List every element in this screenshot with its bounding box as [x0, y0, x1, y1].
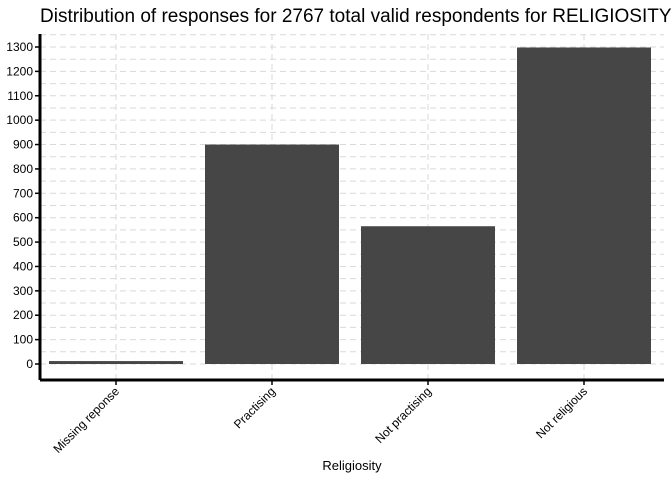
- y-tick-label: 900: [13, 138, 33, 152]
- y-tick-label: 1100: [7, 89, 33, 103]
- x-tick-label: Not religious: [533, 384, 590, 441]
- x-axis-title: Religiosity: [322, 458, 382, 473]
- y-tick-label: 800: [13, 162, 33, 176]
- x-axis: Missing reponse Practising Not practising N…: [40, 378, 664, 456]
- x-tick-label: Missing reponse: [50, 384, 122, 456]
- y-tick-label: 200: [13, 308, 33, 322]
- bar: [361, 226, 495, 364]
- y-tick-label: 700: [13, 186, 33, 200]
- y-tick-label: 400: [13, 259, 33, 273]
- bars: [49, 47, 651, 364]
- y-tick-label: 500: [13, 235, 33, 249]
- x-tick-label: Practising: [231, 384, 278, 431]
- y-tick-label: 1300: [6, 40, 33, 54]
- chart-title: Distribution of responses for 2767 total…: [40, 6, 672, 27]
- y-tick-label: 0: [26, 357, 33, 371]
- y-tick-label: 1000: [6, 113, 33, 127]
- y-tick-label: 600: [13, 211, 33, 225]
- bar: [49, 361, 183, 364]
- x-tick-label: Not practising: [372, 384, 434, 446]
- y-tick-label: 300: [13, 284, 33, 298]
- y-axis: 0 100 200 300 400 500 600 700 800 900 1000 1100 1200…: [6, 34, 42, 380]
- bar: [205, 144, 339, 364]
- bar: [517, 47, 651, 364]
- y-tick-label: 100: [13, 333, 33, 347]
- y-tick-label: 1200: [6, 64, 33, 78]
